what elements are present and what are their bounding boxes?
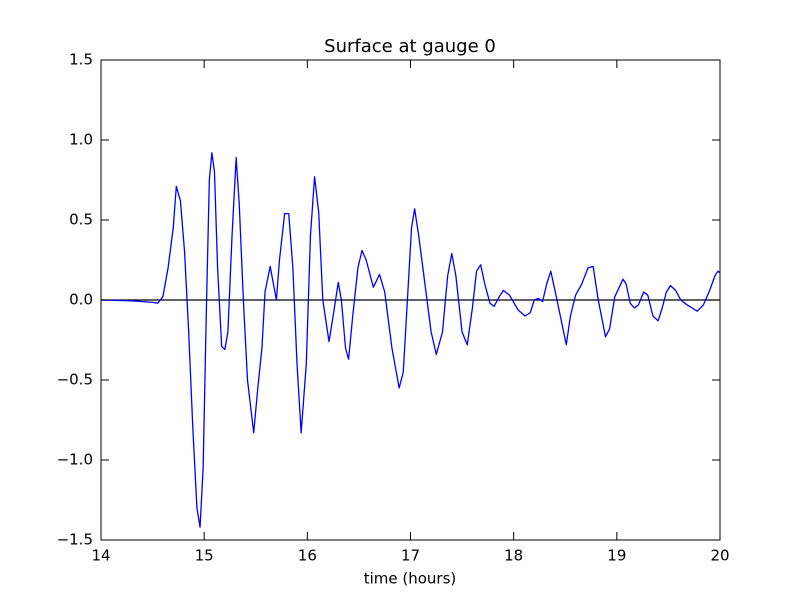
- y-tick-label: 1.5: [69, 51, 93, 69]
- chart-title: Surface at gauge 0: [324, 36, 496, 57]
- x-tick-label: 19: [607, 547, 626, 565]
- x-axis-label: time (hours): [364, 570, 457, 588]
- x-tick-label: 15: [195, 547, 214, 565]
- y-tick-label: −0.5: [57, 371, 93, 389]
- x-tick-label: 17: [401, 547, 420, 565]
- data-line: [100, 152, 721, 528]
- x-tick-label: 20: [710, 547, 729, 565]
- x-tick-label: 16: [298, 547, 317, 565]
- y-tick-label: 0.5: [69, 211, 93, 229]
- y-tick-label: 0.0: [69, 291, 93, 309]
- x-tick-label: 18: [504, 547, 523, 565]
- y-tick-label: −1.0: [57, 451, 93, 469]
- y-tick-label: −1.5: [57, 531, 93, 549]
- y-tick-label: 1.0: [69, 131, 93, 149]
- x-tick-label: 14: [91, 547, 110, 565]
